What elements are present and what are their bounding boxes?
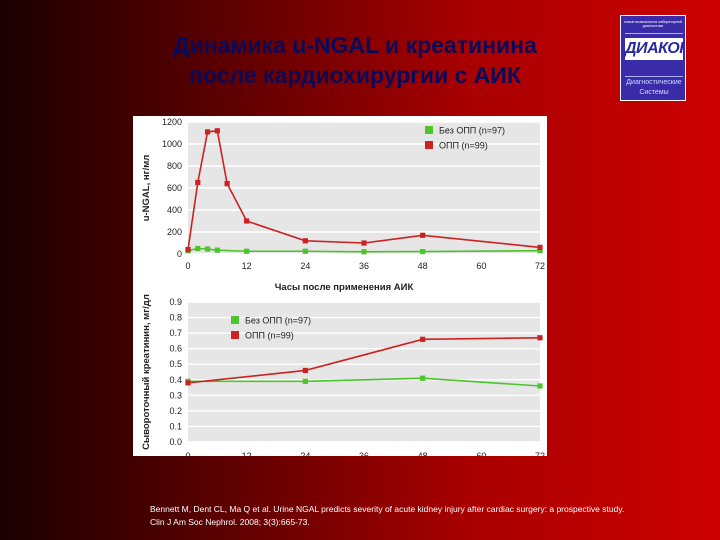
x-tick-label: 0 bbox=[185, 261, 190, 271]
legend-marker bbox=[231, 316, 239, 324]
y-tick-label: 1000 bbox=[162, 139, 182, 149]
legend-label: ОПП (n=99) bbox=[439, 141, 488, 151]
logo-divider bbox=[625, 76, 683, 77]
data-point bbox=[420, 336, 426, 342]
y-tick-label: 0.7 bbox=[169, 328, 182, 338]
y-tick-label: 0.6 bbox=[169, 344, 182, 354]
y-tick-label: 0.2 bbox=[169, 406, 182, 416]
data-point bbox=[204, 129, 211, 135]
y-tick-label: 1200 bbox=[162, 117, 182, 127]
x-tick-label: 48 bbox=[418, 451, 428, 456]
data-point bbox=[361, 249, 367, 255]
data-point bbox=[244, 248, 250, 254]
chart-panel: 0 200 400 600 800 1000 1200 0 12 24 36 48 60 72 Часы п… bbox=[133, 116, 547, 456]
data-point bbox=[302, 238, 308, 244]
y-tick-label: 0.8 bbox=[169, 313, 182, 323]
x-tick-label: 72 bbox=[535, 451, 545, 456]
citation: Bennett M, Dent CL, Ma Q et al. Urine NG… bbox=[150, 504, 625, 527]
y-tick-label: 0.5 bbox=[169, 359, 182, 369]
x-tick-label: 72 bbox=[535, 261, 545, 271]
legend-marker bbox=[425, 126, 433, 134]
y-tick-label: 200 bbox=[167, 227, 182, 237]
x-tick-label: 36 bbox=[359, 261, 369, 271]
x-tick-label: 24 bbox=[300, 451, 310, 456]
data-point bbox=[195, 245, 201, 252]
data-point bbox=[537, 244, 543, 250]
legend-marker bbox=[231, 331, 239, 339]
x-tick-label: 12 bbox=[242, 451, 252, 456]
data-point bbox=[302, 248, 308, 254]
y-tick-label: 0.9 bbox=[169, 297, 182, 307]
data-point bbox=[420, 375, 426, 381]
data-point bbox=[214, 128, 220, 134]
data-point bbox=[302, 367, 308, 374]
data-point bbox=[420, 232, 426, 238]
x-tick-label: 60 bbox=[476, 451, 486, 456]
series-line bbox=[187, 129, 541, 250]
legend-label: Без ОПП (n=97) bbox=[245, 316, 311, 326]
y-tick-label: 0 bbox=[177, 249, 182, 259]
logo-divider bbox=[625, 33, 683, 34]
data-point bbox=[195, 179, 201, 186]
data-point bbox=[185, 380, 191, 386]
legend-marker bbox=[425, 141, 433, 149]
data-point bbox=[537, 383, 543, 389]
data-point bbox=[302, 378, 308, 384]
x-tick-label: 60 bbox=[476, 261, 486, 271]
data-point bbox=[537, 248, 543, 254]
y-axis-title: u-NGAL, нг/мл bbox=[141, 155, 152, 222]
data-point bbox=[420, 248, 426, 255]
slide-title: Динамика u-NGAL и креатинина после карди… bbox=[173, 32, 537, 88]
x-tick-label: 12 bbox=[242, 261, 252, 271]
y-tick-label: 400 bbox=[167, 205, 182, 215]
data-point bbox=[537, 335, 543, 341]
x-axis-title: Часы после применения АИК bbox=[275, 282, 414, 293]
data-point bbox=[204, 246, 211, 252]
y-tick-label: 0.1 bbox=[169, 421, 182, 431]
data-point bbox=[244, 218, 250, 224]
legend-label: ОПП (n=99) bbox=[245, 331, 294, 341]
series-line bbox=[187, 336, 541, 384]
y-tick-label: 800 bbox=[167, 161, 182, 171]
y-tick-label: 600 bbox=[167, 183, 182, 193]
data-point bbox=[224, 181, 230, 187]
x-tick-label: 0 bbox=[185, 451, 190, 456]
logo-subtitle-1: Диагностические bbox=[626, 79, 682, 86]
plot-area bbox=[188, 302, 540, 442]
data-point bbox=[185, 247, 191, 253]
data-point bbox=[214, 247, 220, 253]
x-tick-label: 24 bbox=[300, 261, 310, 271]
data-point bbox=[361, 240, 367, 246]
y-tick-label: 0.0 bbox=[169, 437, 182, 447]
x-tick-label: 48 bbox=[418, 261, 428, 271]
y-tick-label: 0.3 bbox=[169, 390, 182, 400]
series-line bbox=[188, 377, 541, 387]
logo-brand: ДИАКОН bbox=[625, 38, 685, 60]
legend-label: Без ОПП (n=97) bbox=[439, 126, 505, 136]
diakon-logo: новые возможности лабораторной диагности… bbox=[620, 15, 686, 101]
y-axis-title: Сывороточный креатинин, мг/дл bbox=[141, 294, 152, 450]
x-tick-label: 36 bbox=[359, 451, 369, 456]
logo-subtitle-2: Системы bbox=[639, 89, 669, 96]
logo-tagline: новые возможности лабораторной диагности… bbox=[624, 20, 682, 28]
y-tick-label: 0.4 bbox=[169, 375, 182, 385]
